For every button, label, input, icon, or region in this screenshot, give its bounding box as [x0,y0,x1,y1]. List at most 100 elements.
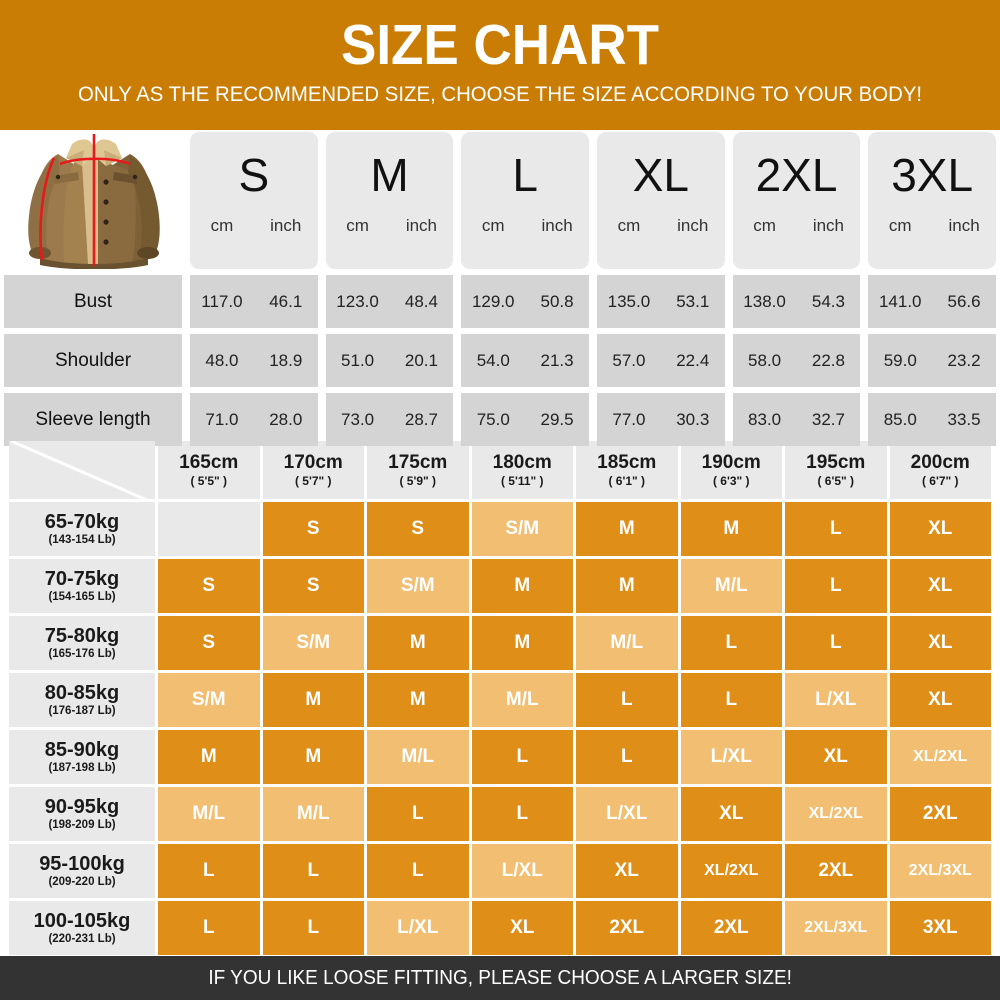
size-cell: L [158,844,260,898]
value-cm: 57.0 [612,350,646,370]
measurement-cell: 48.0 18.9 [190,334,318,387]
height-feet: ( 5'5" ) [190,474,228,488]
value-cm: 59.0 [883,350,917,370]
weight-kg: 85-90kg [44,739,120,761]
weight-kg: 95-100kg [39,853,125,875]
diagonal-divider-icon [10,441,149,499]
size-cell: M [471,616,573,670]
measurement-cell: 73.0 28.7 [325,393,454,446]
weight-lb: (187-198 Lb) [48,762,116,774]
size-cell: L [785,502,887,556]
unit-labels: cm inch [868,216,996,236]
size-label: 3XL [891,149,974,201]
size-cell: S [158,616,260,670]
value-inch: 21.3 [540,350,574,370]
measurement-cell: 83.0 32.7 [732,393,861,446]
value-inch: 22.4 [676,350,710,370]
size-cell-empty [158,502,260,556]
size-cell: L [367,787,469,841]
size-cell: XL [889,559,991,613]
size-cell: M [576,502,678,556]
size-cell: L [262,844,364,898]
weight-kg: 100-105kg [33,910,131,932]
value-inch: 50.8 [540,291,574,311]
weight-kg: 70-75kg [44,568,120,590]
footer-banner: IF YOU LIKE LOOSE FITTING, PLEASE CHOOSE… [0,956,1000,1000]
weight-kg: 90-95kg [44,796,120,818]
weight-header-85-90kg: 85-90kg (187-198 Lb) [9,730,155,784]
size-cell: XL/2XL [889,730,991,784]
size-cell: M/L [158,787,260,841]
value-cm: 85.0 [883,409,917,429]
value-inch: 32.7 [811,409,845,429]
measurement-cell: 138.0 54.3 [732,275,861,328]
size-cell: L [158,901,260,955]
size-cell: 2XL [785,844,887,898]
unit-cm: cm [481,216,505,235]
size-cell: M/L [680,559,782,613]
unit-cm: cm [346,216,369,235]
value-inch: 20.1 [404,350,438,370]
size-cell: M [576,559,678,613]
value-inch: 30.3 [676,409,710,429]
measurement-row-label: Bust [4,275,182,328]
size-cell: S/M [158,673,260,727]
weight-lb: (143-154 Lb) [48,534,116,546]
size-grid-row: 75-80kg (165-176 Lb) S S/M M M M/L L L XL [9,616,991,670]
value-inch: 28.0 [269,409,303,429]
size-cell: XL [471,901,573,955]
size-cell: M [158,730,260,784]
size-cell: M [367,616,469,670]
header-banner: SIZE CHART ONLY AS THE RECOMMENDED SIZE,… [0,0,1000,130]
size-grid-row: 70-75kg (154-165 Lb) S S S/M M M M/L L XL [9,559,991,613]
size-grid-body: 65-70kg (143-154 Lb) S S S/M M M L XL 70-75kg (154… [9,502,991,955]
value-cm: 77.0 [612,409,646,429]
size-grid-head: 165cm( 5'5" ) 170cm( 5'7" ) 175cm( 5'9" ) 1… [9,441,991,499]
size-cell: L [576,730,678,784]
measurement-row-label: Shoulder [4,334,182,387]
page-title: SIZE CHART [340,13,660,77]
size-cell: M [262,673,364,727]
size-cell: 3XL [889,901,991,955]
weight-header-100-105kg: 100-105kg (220-231 Lb) [9,901,155,955]
value-inch: 53.1 [676,291,710,311]
unit-inch: inch [405,216,438,235]
size-cell: M/L [576,616,678,670]
height-feet: ( 5'9" ) [399,474,437,488]
weight-lb: (176-187 Lb) [48,705,116,717]
size-cell: XL [889,502,991,556]
size-cell: L [471,730,573,784]
value-cm: 71.0 [205,409,239,429]
unit-cm: cm [210,216,234,235]
unit-cm: cm [617,216,641,235]
size-grid-row: 80-85kg (176-187 Lb) S/M M M M/L L L L/XL XL [9,673,991,727]
size-label: L [512,149,538,201]
size-cell: L/XL [367,901,469,955]
size-grid-row: 95-100kg (209-220 Lb) L L L L/XL XL XL/2XL 2XL 2X… [9,844,991,898]
value-cm: 48.0 [205,350,239,370]
value-cm: 117.0 [201,291,243,311]
measurement-cell: 58.0 22.8 [732,334,861,387]
value-inch: 22.8 [811,350,845,370]
height-cm: 165cm [179,452,239,473]
unit-inch: inch [812,216,845,235]
height-header-165cm: 165cm( 5'5" ) [158,441,260,499]
weight-header-80-85kg: 80-85kg (176-187 Lb) [9,673,155,727]
unit-labels: cm inch [597,216,725,236]
measurement-cell: 59.0 23.2 [868,334,996,387]
measurement-cell: 54.0 21.3 [461,334,589,387]
size-cell: 2XL [680,901,782,955]
size-label: M [370,149,409,201]
size-cell: 2XL/3XL [785,901,887,955]
weight-lb: (165-176 Lb) [48,648,116,660]
measurement-cell: 75.0 29.5 [461,393,589,446]
unit-labels: cm inch [326,216,454,236]
unit-labels: cm inch [733,216,861,236]
size-cell: XL [889,673,991,727]
weight-header-65-70kg: 65-70kg (143-154 Lb) [9,502,155,556]
value-cm: 141.0 [878,291,922,311]
size-cell: L [471,787,573,841]
size-cell: M [367,673,469,727]
